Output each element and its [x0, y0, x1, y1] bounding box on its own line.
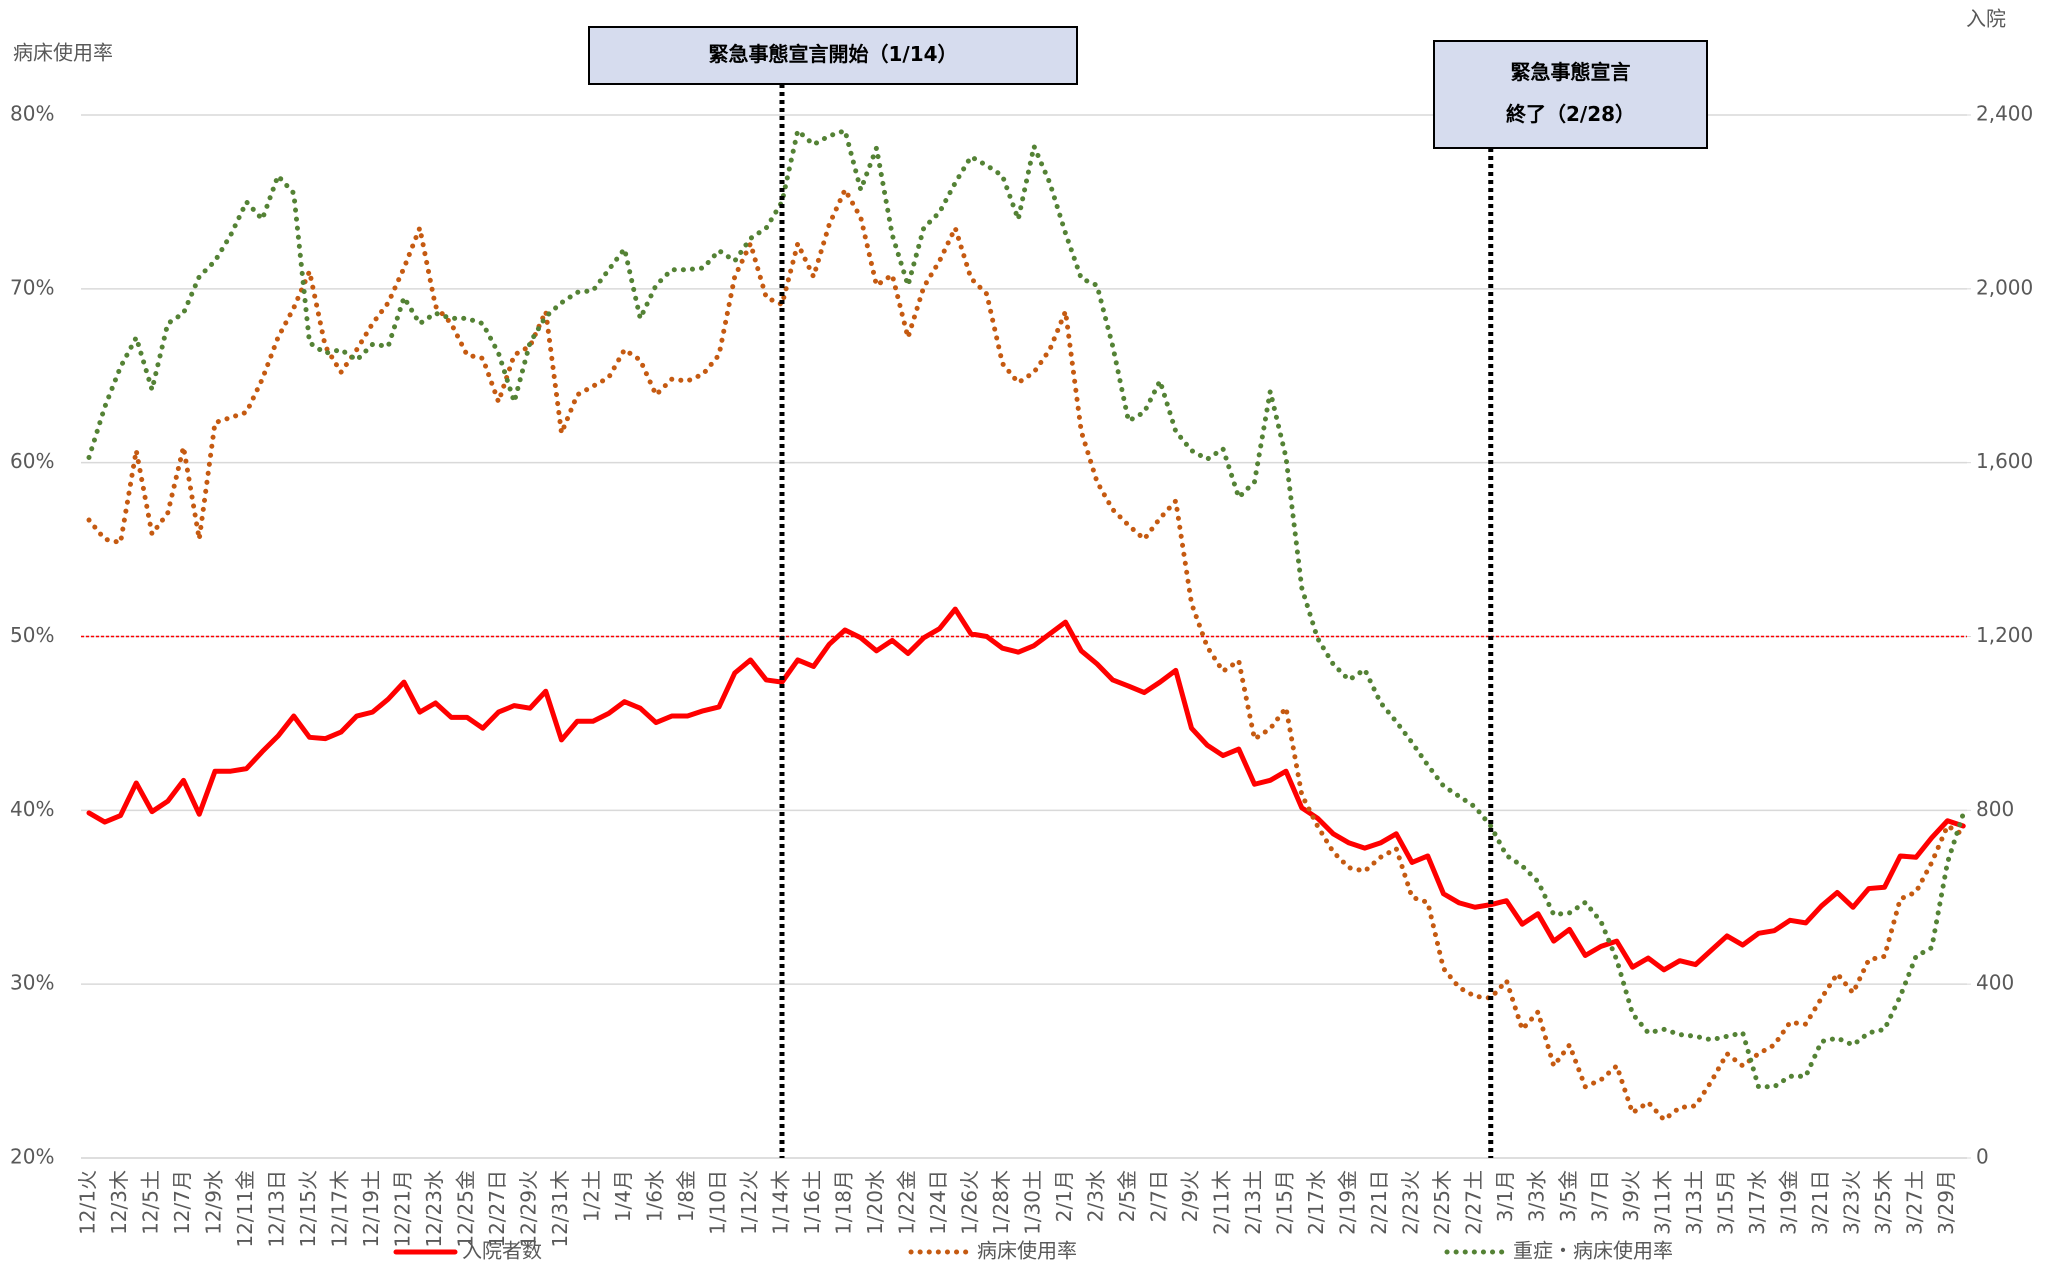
- x-tick-label: 3/27土: [1903, 1170, 1927, 1235]
- x-tick-label: 12/11金: [233, 1170, 257, 1248]
- y2-tick-label: 2,400: [1976, 102, 2033, 126]
- x-tick-label: 2/25木: [1430, 1170, 1454, 1235]
- x-tick-label: 2/23火: [1399, 1170, 1423, 1235]
- x-tick-label: 3/25木: [1871, 1170, 1895, 1235]
- x-tick-label: 12/15火: [296, 1170, 320, 1248]
- y2-tick-label: 800: [1976, 797, 2014, 821]
- series-line: [86, 128, 1966, 1090]
- x-tick-label: 1/6水: [643, 1170, 667, 1222]
- series-line: [86, 606, 1966, 973]
- x-tick-label: 1/10日: [706, 1170, 730, 1235]
- x-tick-label: 3/21日: [1808, 1170, 1832, 1235]
- x-tick-label: 1/18月: [832, 1170, 856, 1235]
- x-tick-label: 12/23水: [422, 1170, 446, 1248]
- x-tick-label: 12/13日: [265, 1170, 289, 1248]
- x-tick-label: 3/5金: [1556, 1170, 1580, 1222]
- x-tick-label: 1/2土: [580, 1170, 604, 1222]
- x-tick-label: 3/23火: [1840, 1170, 1864, 1235]
- annotation-box: [588, 26, 1078, 85]
- x-tick-label: 2/5金: [1115, 1170, 1139, 1222]
- y-tick-label: 60%: [10, 449, 54, 473]
- y-tick-label: 50%: [10, 623, 54, 647]
- y2-tick-label: 1,200: [1976, 623, 2033, 647]
- x-tick-label: 3/19金: [1777, 1170, 1801, 1235]
- x-tick-label: 1/28木: [989, 1170, 1013, 1235]
- x-tick-label: 1/24日: [926, 1170, 950, 1235]
- y2-tick-label: 0: [1976, 1145, 1989, 1169]
- legend-label: 入院者数: [462, 1239, 542, 1263]
- x-tick-label: 2/21日: [1367, 1170, 1391, 1235]
- y-tick-label: 70%: [10, 275, 54, 299]
- x-tick-label: 3/13土: [1682, 1170, 1706, 1235]
- x-tick-label: 2/11木: [1210, 1170, 1234, 1235]
- y-tick-label: 20%: [10, 1145, 54, 1169]
- x-tick-label: 1/30土: [1021, 1170, 1045, 1235]
- x-tick-label: 12/3木: [107, 1170, 131, 1235]
- x-tick-label: 1/16土: [800, 1170, 824, 1235]
- y-tick-label: 30%: [10, 971, 54, 995]
- y-axis-title: 病床使用率: [13, 41, 113, 65]
- x-tick-label: 2/1月: [1052, 1170, 1076, 1222]
- annotation-text: 終了（2/28）: [1506, 102, 1635, 126]
- x-tick-label: 2/9火: [1178, 1170, 1202, 1222]
- x-tick-label: 3/1月: [1493, 1170, 1517, 1222]
- x-tick-label: 12/31木: [548, 1170, 572, 1248]
- x-tick-label: 1/26火: [958, 1170, 982, 1235]
- y2-tick-label: 400: [1976, 971, 2014, 995]
- x-tick-label: 3/9火: [1619, 1170, 1643, 1222]
- x-tick-label: 1/4月: [611, 1170, 635, 1222]
- x-tick-label: 3/11木: [1651, 1170, 1675, 1235]
- x-tick-label: 3/29月: [1934, 1170, 1958, 1235]
- y2-tick-label: 1,600: [1976, 449, 2033, 473]
- x-tick-label: 2/27土: [1462, 1170, 1486, 1235]
- series-line: [86, 187, 1966, 1123]
- x-tick-label: 12/19土: [359, 1170, 383, 1248]
- x-tick-label: 1/14木: [769, 1170, 793, 1235]
- y-tick-label: 80%: [10, 102, 54, 126]
- x-tick-label: 2/7日: [1147, 1170, 1171, 1222]
- x-tick-label: 1/22金: [895, 1170, 919, 1235]
- x-tick-label: 2/13土: [1241, 1170, 1265, 1235]
- x-tick-label: 2/15月: [1273, 1170, 1297, 1235]
- x-tick-label: 2/19金: [1336, 1170, 1360, 1235]
- x-tick-label: 1/20水: [863, 1170, 887, 1235]
- x-tick-label: 2/3水: [1084, 1170, 1108, 1222]
- x-tick-label: 1/12火: [737, 1170, 761, 1235]
- x-tick-label: 2/17水: [1304, 1170, 1328, 1235]
- legend-label: 病床使用率: [977, 1239, 1077, 1263]
- x-tick-label: 12/1火: [76, 1170, 100, 1235]
- x-tick-label: 12/5土: [139, 1170, 163, 1235]
- y-tick-label: 40%: [10, 797, 54, 821]
- x-tick-label: 12/25金: [454, 1170, 478, 1248]
- x-tick-label: 1/8金: [674, 1170, 698, 1222]
- x-tick-label: 12/7月: [170, 1170, 194, 1235]
- x-tick-label: 12/27日: [485, 1170, 509, 1248]
- x-tick-label: 12/29火: [517, 1170, 541, 1248]
- annotation-box: [1433, 40, 1708, 149]
- x-tick-label: 12/9水: [202, 1170, 226, 1235]
- x-tick-label: 12/21月: [391, 1170, 415, 1248]
- x-tick-label: 3/7日: [1588, 1170, 1612, 1222]
- y2-tick-label: 2,000: [1976, 275, 2033, 299]
- y2-axis-title: 入院: [1966, 7, 2006, 31]
- x-tick-label: 12/17木: [328, 1170, 352, 1248]
- x-tick-label: 3/17水: [1745, 1170, 1769, 1235]
- annotation-text: 緊急事態宣言開始（1/14）: [708, 42, 957, 66]
- legend-label: 重症・病床使用率: [1513, 1239, 1673, 1263]
- x-tick-label: 3/3水: [1525, 1170, 1549, 1222]
- x-tick-label: 3/15月: [1714, 1170, 1738, 1235]
- annotation-text: 緊急事態宣言: [1511, 60, 1631, 84]
